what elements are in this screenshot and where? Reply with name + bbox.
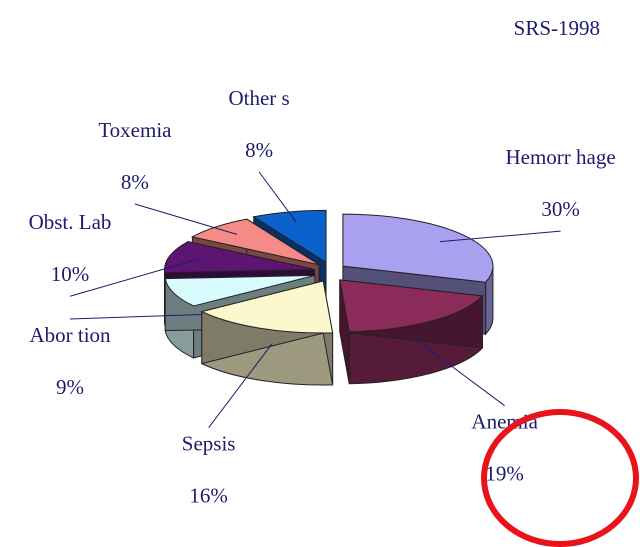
highlight-circle	[481, 409, 639, 547]
leader-line	[208, 343, 273, 429]
slice	[164, 241, 315, 274]
value-label: 30%	[541, 197, 580, 221]
slice	[339, 279, 484, 333]
chart-title: SRS-1998	[514, 16, 600, 40]
category-label: Toxemia	[98, 118, 172, 142]
value-label: 8%	[121, 170, 149, 194]
category-label: Hemorr hage	[505, 145, 615, 169]
category-label: Other s	[228, 86, 289, 110]
value-label: 9%	[56, 375, 84, 399]
category-label: Obst. Lab	[29, 210, 112, 234]
leader-line	[134, 203, 238, 235]
category-label: Sepsis	[182, 432, 236, 456]
leader-line	[439, 230, 561, 243]
leader-line	[69, 258, 199, 297]
leader-line	[258, 171, 297, 223]
leader-line	[413, 337, 505, 407]
value-label: 16%	[189, 484, 228, 508]
slice	[200, 280, 334, 334]
slice	[342, 213, 494, 283]
pie	[164, 209, 494, 386]
category-label: Abor tion	[29, 323, 111, 347]
leader-line	[69, 313, 203, 320]
value-label: 10%	[51, 262, 90, 286]
slice	[164, 274, 316, 307]
value-label: 8%	[245, 138, 273, 162]
value-label: 19%	[485, 462, 524, 486]
